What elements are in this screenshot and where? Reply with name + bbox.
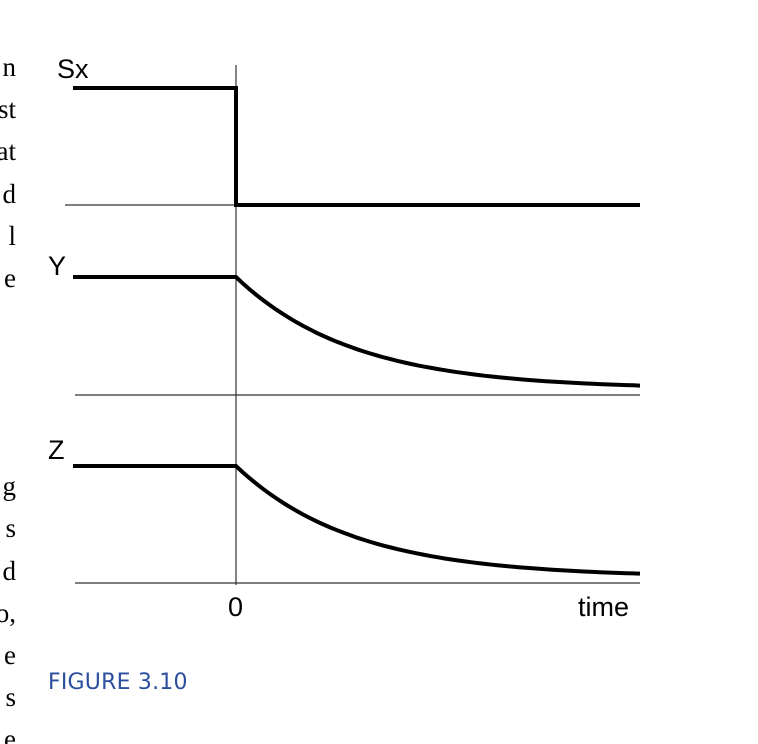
margin-glyph: st bbox=[0, 94, 16, 124]
margin-glyph: o, bbox=[0, 598, 16, 628]
margin-glyph: e bbox=[4, 640, 16, 670]
margin-glyph: e bbox=[4, 724, 16, 744]
series-label-sx: Sx bbox=[57, 54, 89, 84]
margin-glyph: at bbox=[0, 136, 16, 166]
series-line-sx bbox=[73, 86, 640, 207]
margin-glyph: g bbox=[3, 471, 17, 501]
x-tick-label-zero: 0 bbox=[228, 592, 243, 622]
margin-glyph: s bbox=[5, 682, 16, 712]
series-traces bbox=[73, 86, 641, 576]
x-axis-label: time bbox=[578, 592, 629, 622]
series-label-z: Z bbox=[48, 435, 65, 465]
series-label-y: Y bbox=[48, 251, 66, 281]
margin-glyph: e bbox=[4, 263, 16, 293]
margin-glyph: n bbox=[3, 52, 17, 82]
series-line-z bbox=[73, 464, 641, 576]
series-line-y bbox=[73, 275, 641, 388]
margin-glyph: s bbox=[5, 513, 16, 543]
margin-glyph: l bbox=[8, 221, 16, 251]
margin-glyph: d bbox=[3, 556, 17, 586]
margin-glyph: d bbox=[3, 179, 17, 209]
figure-caption: FIGURE 3.10 bbox=[48, 670, 188, 695]
